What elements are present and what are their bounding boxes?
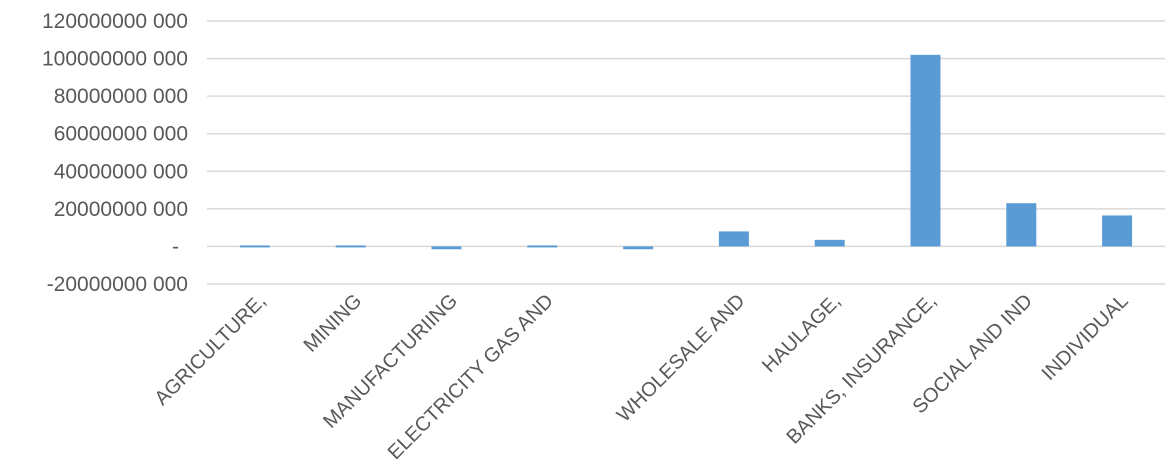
x-tick-label: INDIVIDUAL [1038, 290, 1133, 385]
x-tick-label: MINING [300, 290, 367, 357]
bar [1006, 203, 1037, 247]
x-tick-label: AGRICULTURE, [151, 290, 271, 410]
bar [239, 245, 270, 248]
y-tick-label: 60000000 000 [54, 123, 188, 146]
x-tick-label: WHOLESALE AND [613, 290, 750, 427]
x-tick-label: ELECTRICITY GAS AND [384, 290, 558, 463]
y-tick-label: 120000000 000 [42, 10, 188, 33]
x-axis-tick-labels: AGRICULTURE, MININGMANUFACTURIINGELECTRIC… [151, 290, 1133, 463]
bar [814, 239, 845, 247]
bar [718, 231, 749, 247]
y-tick-label: 80000000 000 [54, 85, 188, 108]
bar [527, 245, 558, 248]
bar [431, 246, 462, 250]
y-tick-label: 20000000 000 [54, 198, 188, 221]
y-tick-label: - [172, 235, 179, 258]
bars [239, 54, 1133, 250]
gridlines [207, 20, 1165, 285]
y-tick-label: 100000000 000 [42, 48, 188, 71]
bar [623, 246, 654, 250]
y-tick-label: 40000000 000 [54, 160, 188, 183]
y-tick-label: -20000000 000 [47, 273, 188, 296]
y-axis-tick-labels: 120000000 000 100000000 000 80000000 000 60… [42, 10, 188, 296]
bar [335, 245, 366, 248]
bar [1102, 215, 1133, 247]
x-tick-label: HAULAGE, [758, 290, 845, 377]
bar [910, 54, 941, 247]
